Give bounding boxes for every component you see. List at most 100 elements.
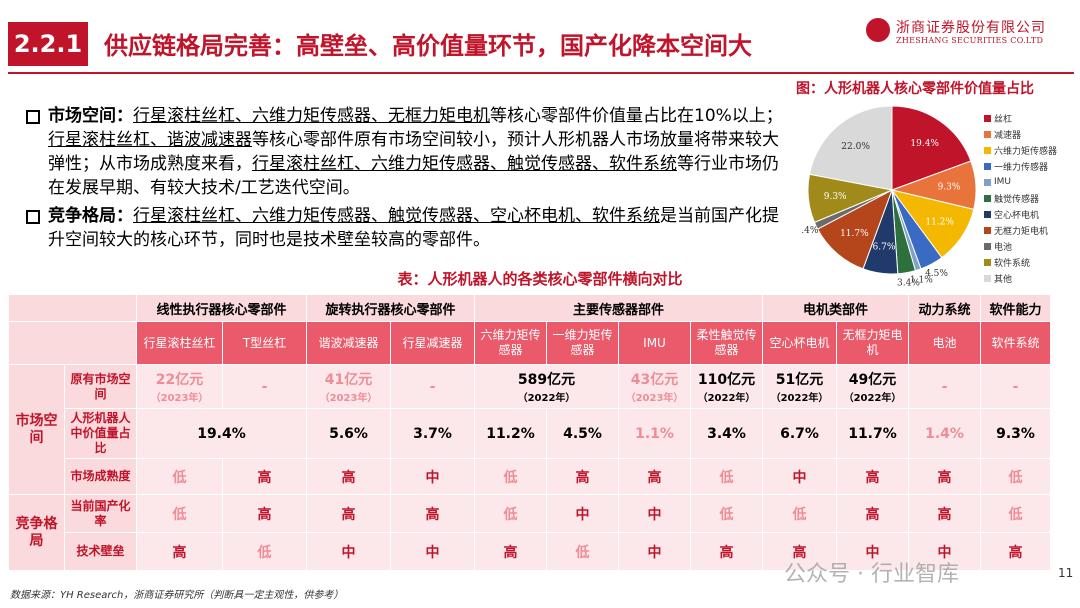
table-cell: 中 — [306, 532, 391, 571]
table-corner — [8, 321, 137, 365]
legend-swatch — [984, 210, 991, 218]
table-cell: 高 — [690, 532, 763, 571]
cell-year: （2023年） — [625, 393, 684, 404]
item-header: 行星滚柱丝杠 — [136, 321, 223, 365]
cell-value: 41亿元 — [324, 372, 373, 388]
table-cell: 高 — [618, 458, 691, 495]
item-header: IMU — [618, 321, 691, 365]
table-cell: 低 — [690, 458, 763, 495]
cell-value: - — [429, 378, 436, 395]
legend-item: IMU — [984, 174, 1057, 190]
watermark-text: 公众号 · 行业智库 — [784, 562, 959, 587]
pie-value-label: 6.7% — [873, 243, 896, 253]
group-header: 电机类部件 — [762, 294, 909, 322]
table-cell: 中 — [390, 532, 475, 571]
cell-value: - — [261, 378, 268, 395]
bullet-text: 行星滚柱丝杠、六维力矩传感器、触觉传感器、空心杯电机、软件系统 — [133, 206, 660, 226]
item-header: 六维力矩传感器 — [474, 321, 547, 365]
group-header: 旋转执行器核心零部件 — [306, 294, 475, 322]
legend-item: 空心杯电机 — [984, 206, 1057, 222]
table-item-header-row: 行星滚柱丝杠 T型丝杠 谐波减速器 行星减速器 六维力矩传感器 一维力矩传感器 IMU 柔性触… — [8, 321, 1051, 365]
company-name-en: ZHESHANG SECURITIES CO.LTD — [896, 36, 1044, 45]
row-label: 技术壁垒 — [64, 532, 137, 571]
cell-value: 51亿元 — [775, 372, 824, 388]
bullet-text: 行星滚柱丝杠、谐波减速器 — [48, 130, 252, 150]
legend-label: 空心杯电机 — [994, 210, 1040, 221]
legend-swatch — [984, 130, 991, 138]
table-cell: - — [390, 364, 475, 409]
table-cell: 高 — [306, 458, 391, 495]
table-cell: 低 — [762, 494, 837, 533]
table-cell: 4.5% — [546, 408, 619, 459]
pie-value-label: 11.7% — [840, 229, 869, 239]
legend-item: 软件系统 — [984, 254, 1057, 270]
pie-value-label: 3.4% — [897, 279, 920, 288]
table-cell: 3.7% — [390, 408, 475, 459]
legend-swatch — [984, 114, 991, 122]
table-cell: 中 — [618, 532, 691, 571]
bullet-text: 等核心零部件原有市场空间较小，预计人形机器人市场放量将带来较大弹性；从市场成熟度… — [48, 130, 779, 174]
table-group-header-row: 线性执行器核心零部件 旋转执行器核心零部件 主要传感器部件 电机类部件 动力系统… — [8, 294, 1051, 322]
page-title: 供应链格局完善：高壁垒、高价值量环节，国产化降本空间大 — [104, 32, 752, 60]
table-cell: 高 — [836, 494, 909, 533]
table-cell: 低 — [980, 494, 1051, 533]
legend-swatch — [984, 226, 991, 234]
group-header: 动力系统 — [908, 294, 981, 322]
item-header: 谐波减速器 — [306, 321, 391, 365]
table-cell: 589亿元 （2022年） — [474, 364, 619, 409]
pie-value-label: 4.5% — [925, 269, 948, 279]
legend-swatch — [984, 194, 991, 202]
table-cell: 1.4% — [908, 408, 981, 459]
table-cell: 中 — [762, 458, 837, 495]
cell-value: 589亿元 — [517, 372, 576, 388]
table-cell: 高 — [474, 532, 547, 571]
table-title: 表：人形机器人的各类核心零部件横向对比 — [397, 270, 683, 288]
cell-value: 49亿元 — [848, 372, 897, 388]
legend-swatch — [984, 162, 991, 170]
legend-swatch — [984, 178, 991, 186]
table-cell: 中 — [908, 532, 981, 571]
table-row: 人形机器人中价值量占比 19.4% 5.6% 3.7% 11.2% 4.5% 1.1% 3.… — [9, 408, 1051, 459]
table-row: 竞争格局 当前国产化率 低高高高低中中低低高高低 — [8, 494, 1051, 571]
legend-label: 软件系统 — [994, 258, 1031, 269]
cell-year: （2022年） — [697, 393, 756, 404]
bullet-text: 等核心零部件价值量占比在10%以上； — [490, 106, 783, 126]
table-cell: 低 — [546, 532, 619, 571]
table-cell: 低 — [136, 458, 223, 495]
table-cell: 9.3% — [980, 408, 1051, 459]
table-cell: 低 — [222, 532, 307, 571]
bullet-square-icon — [26, 210, 40, 224]
legend-item: 触觉传感器 — [984, 190, 1057, 206]
table-cell: 6.7% — [762, 408, 837, 459]
cell-year: （2022年） — [770, 393, 829, 404]
table-cell: 11.2% — [474, 408, 547, 459]
bullet-square-icon — [26, 110, 40, 124]
pie-legend: 丝杠 减速器 六维力矩传感器 一维力传感器 IMU 触觉传感器 空心杯电机 无框力矩电机 电池软… — [984, 110, 1057, 286]
item-header: 行星减速器 — [390, 321, 475, 365]
section-label-competition: 竞争格局 — [8, 494, 65, 571]
bullet-heading: 竞争格局： — [48, 206, 133, 226]
cell-value: 110亿元 — [697, 372, 756, 388]
legend-label: 电池 — [994, 242, 1013, 253]
table-cell: 高 — [908, 458, 981, 495]
legend-item: 六维力矩传感器 — [984, 142, 1057, 158]
table-cell: 高 — [980, 532, 1051, 571]
bullet-text: 等行业市场仍在发展早期、有较大技术/工艺迭代空间。 — [48, 154, 779, 198]
table-cell: 43亿元 （2023年） — [618, 364, 691, 409]
item-header: 空心杯电机 — [762, 321, 837, 365]
row-label: 人形机器人中价值量占比 — [64, 408, 137, 459]
item-header: T型丝杠 — [222, 321, 307, 365]
table-cell: 高 — [306, 494, 391, 533]
table-cell: - — [222, 364, 307, 409]
table-cell: 5.6% — [306, 408, 391, 459]
legend-item: 减速器 — [984, 126, 1057, 142]
bullet-text: 行星滚柱丝杠、六维力矩传感器、触觉传感器、软件系统 — [252, 154, 677, 174]
table-cell: 49亿元 （2022年） — [836, 364, 909, 409]
bullet-competition: 竞争格局：行星滚柱丝杠、六维力矩传感器、触觉传感器、空心杯电机、软件系统是当前国… — [48, 204, 788, 252]
table-cell: 低 — [474, 494, 547, 533]
legend-label: 触觉传感器 — [994, 194, 1040, 205]
cell-year: （2022年） — [843, 393, 902, 404]
value-share-pie-chart: 19.4% 9.3% 11.2% 4.5%1.1%3.4% 6.7% 11.7% 1.4% 9… — [800, 105, 977, 288]
legend-label: 减速器 — [994, 130, 1022, 141]
group-header: 软件能力 — [980, 294, 1051, 322]
